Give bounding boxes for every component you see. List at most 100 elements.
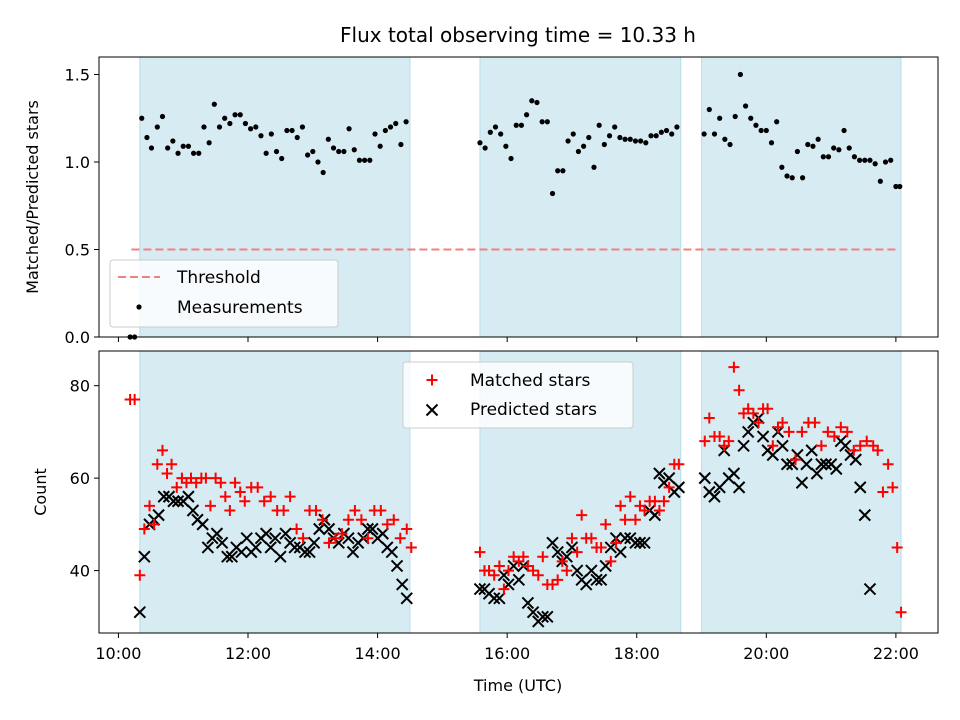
matched-star-point: [278, 504, 290, 516]
matched-star-point: [723, 435, 735, 447]
measurement-point: [498, 131, 504, 137]
count-x-tick-label: 20:00: [743, 644, 789, 663]
predicted-star-point: [672, 481, 686, 494]
matched-star-point: [323, 537, 335, 549]
measurement-point: [784, 173, 790, 179]
measurement-point: [508, 155, 514, 162]
measurement-point: [768, 140, 775, 146]
predicted-star-point: [594, 573, 608, 587]
measurement-point: [248, 126, 254, 132]
predicted-star-point: [225, 550, 239, 563]
predicted-star-point: [182, 490, 195, 503]
matched-star-point: [362, 532, 374, 544]
matched-star-point: [401, 523, 413, 535]
measurement-point: [758, 127, 764, 134]
predicted-star-point: [279, 527, 292, 540]
predicted-star-point: [526, 605, 540, 619]
matched-star-point: [394, 532, 406, 544]
measurement-point: [273, 148, 280, 155]
measurement-point: [825, 154, 832, 160]
matched-star-point: [877, 486, 889, 498]
predicted-star-point: [585, 564, 598, 577]
predicted-star-point: [346, 545, 360, 559]
matched-star-point: [841, 426, 853, 438]
predicted-star-point: [138, 550, 151, 563]
matched-star-point: [200, 472, 212, 484]
predicted-star-point: [259, 527, 273, 540]
measurement-point: [544, 119, 550, 125]
matched-star-point: [342, 514, 354, 526]
matched-star-point: [624, 491, 636, 503]
measurement-point: [586, 134, 592, 141]
matched-star-point: [663, 481, 675, 493]
matched-star-point: [258, 495, 270, 507]
measurement-point: [170, 138, 176, 144]
measurement-point: [351, 147, 357, 153]
predicted-star-point: [737, 439, 750, 452]
predicted-star-point: [662, 471, 676, 485]
measurement-point: [367, 157, 373, 163]
predicted-star-point: [274, 550, 287, 563]
matched-star-point: [161, 468, 173, 480]
measurement-point: [148, 145, 155, 151]
measurement-point: [206, 140, 212, 146]
measurement-point: [846, 145, 852, 151]
measurement-point: [851, 154, 858, 160]
predicted-star-point: [805, 444, 818, 457]
measurement-point: [805, 141, 811, 148]
matched-star-point: [156, 444, 168, 456]
predicted-star-point: [186, 504, 200, 517]
predicted-star-point: [390, 559, 404, 573]
matched-star-point: [783, 426, 795, 438]
ratio-x-ticks: [117, 337, 897, 342]
ratio-legend-box: [109, 259, 339, 328]
measurement-point: [237, 112, 243, 118]
matched-star-point: [284, 491, 296, 503]
predicted-star-point: [395, 578, 409, 591]
measurement-point: [753, 122, 759, 128]
matched-star-point: [239, 495, 251, 507]
measurement-point: [211, 101, 217, 107]
measurement-point: [190, 150, 197, 156]
ratio-y-tick-label: 0.5: [65, 241, 90, 260]
measurement-point: [529, 98, 535, 104]
measurement-point: [570, 131, 576, 137]
predicted-star-point: [400, 592, 413, 605]
measurement-point: [201, 124, 207, 130]
predicted-star-point: [732, 481, 746, 494]
matched-star-point: [556, 555, 568, 567]
predicted-star-point: [167, 495, 180, 508]
matched-legend-swatch: [426, 374, 438, 386]
measurement-point: [591, 164, 597, 170]
measurement-point: [794, 148, 801, 155]
predicted-star-point: [171, 495, 185, 508]
ratio-observing-windows: [139, 56, 902, 338]
matched-star-point: [219, 491, 231, 503]
matched-star-point: [828, 431, 840, 443]
measurement-point: [872, 161, 878, 167]
measurement-point: [727, 141, 733, 148]
predicted-star-point: [727, 467, 741, 480]
matched-star-point: [796, 426, 808, 438]
matched-star-point: [329, 532, 341, 544]
predicted-star-point: [201, 541, 215, 554]
measurement-point: [653, 133, 659, 139]
measurement-point: [648, 133, 654, 139]
measurement-point: [139, 115, 145, 121]
matched-star-point: [809, 417, 821, 429]
measurement-point: [232, 112, 238, 118]
matched-star-point: [291, 523, 303, 535]
matched-star-point: [619, 514, 631, 526]
count-x-tick-label: 10:00: [95, 644, 141, 663]
threshold-legend-label: Threshold: [176, 268, 261, 288]
predicted-star-point: [741, 425, 755, 439]
matched-star-point: [561, 565, 573, 577]
measurement-point: [612, 124, 618, 130]
measurement-point: [523, 112, 530, 118]
matched-star-point: [224, 504, 236, 516]
measurement-point: [263, 150, 269, 156]
predicted-star-point: [590, 573, 603, 587]
measurement-point: [325, 136, 331, 142]
measurement-point: [185, 143, 192, 149]
measurement-point: [253, 124, 259, 130]
